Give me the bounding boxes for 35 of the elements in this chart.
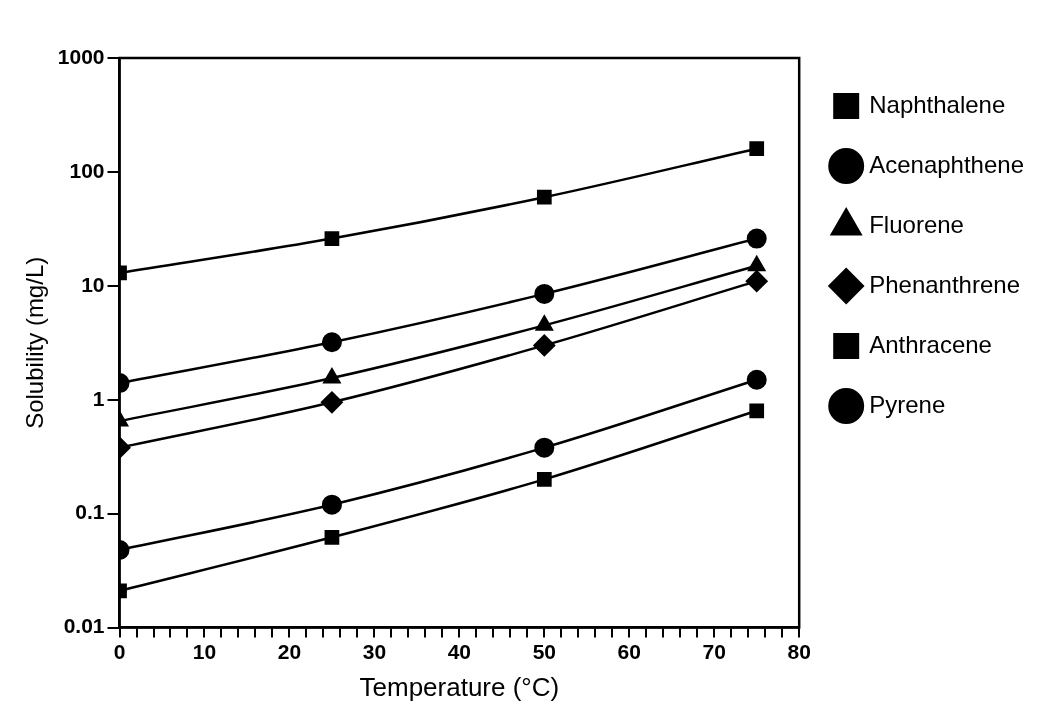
x-tick-label: 50	[532, 640, 556, 663]
point	[746, 369, 767, 390]
y-axis-title: Solubility (mg/L)	[21, 256, 49, 429]
point	[533, 334, 556, 357]
legend-label: Acenaphthene	[869, 150, 1025, 178]
point	[746, 228, 767, 249]
legend-label: Naphthalene	[869, 90, 1006, 118]
point	[745, 270, 768, 293]
x-tick-label: 10	[192, 640, 217, 663]
legend-label: Pyrene	[869, 390, 946, 418]
x-tick-label: 40	[447, 640, 472, 663]
x-axis-title: Temperature (°C)	[359, 671, 560, 702]
point	[534, 437, 555, 458]
x-tick-label: 60	[617, 640, 641, 663]
point	[536, 472, 552, 487]
legend-label: Fluorene	[869, 210, 964, 238]
point	[536, 189, 552, 205]
legend-label: Anthracene	[869, 330, 992, 358]
y-tick-label: 1000	[57, 44, 105, 68]
point	[749, 403, 765, 419]
x-tick-label: 70	[702, 640, 726, 663]
x-tick-label: 30	[362, 640, 387, 663]
y-tick-label: 0.01	[63, 614, 105, 638]
x-tick-label: 0	[113, 640, 126, 663]
point	[324, 231, 340, 246]
y-tick-label: 10	[81, 272, 105, 296]
point	[324, 529, 340, 545]
x-tick-label: 80	[787, 640, 811, 663]
point	[534, 283, 555, 304]
point	[749, 141, 765, 157]
y-tick-label: 100	[69, 158, 105, 182]
legend-label: Phenanthrene	[869, 270, 1020, 298]
y-tick-label: 0.1	[75, 500, 105, 524]
x-tick-label: 20	[277, 640, 302, 663]
y-tick-label: 1	[92, 386, 105, 410]
